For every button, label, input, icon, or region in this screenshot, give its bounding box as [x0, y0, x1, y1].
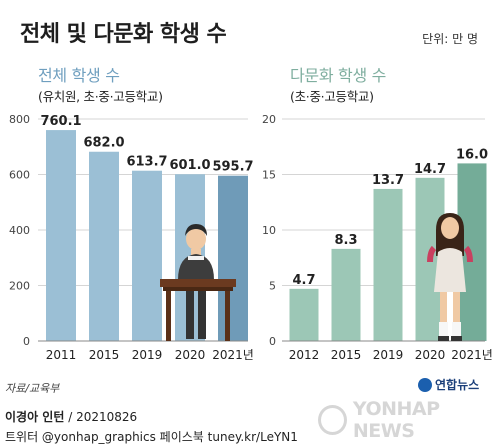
y-tick-label: 15 [262, 169, 276, 182]
chart-title: 전체 및 다문화 학생 수 [20, 22, 227, 47]
y-tick-label: 10 [262, 224, 276, 237]
credit-author: 이경아 인턴 [5, 410, 65, 424]
student-at-desk-illustration [160, 224, 236, 341]
y-tick-label: 800 [9, 113, 30, 126]
value-label: 682.0 [83, 136, 124, 151]
value-label: 601.0 [169, 158, 210, 173]
right-panel-subtitle: (초·중·고등학교) [290, 89, 374, 104]
value-label: 4.7 [292, 273, 315, 288]
source-note: 자료/교육부 [5, 382, 60, 395]
value-label: 16.0 [456, 147, 488, 162]
watermark: YONHAP NEWS [318, 398, 500, 442]
x-category-label: 2021년 [451, 348, 493, 362]
value-label: 14.7 [414, 162, 446, 177]
bar-1-2 [373, 188, 403, 341]
yonhap-logo-icon [418, 377, 432, 392]
x-category-label: 2015 [89, 348, 120, 362]
y-tick-label: 0 [269, 335, 276, 348]
y-tick-label: 600 [9, 169, 30, 182]
watermark-text: YONHAP NEWS [352, 398, 440, 442]
value-label: 760.1 [40, 114, 81, 129]
value-label: 13.7 [372, 173, 404, 188]
yonhap-logo: 연합뉴스 [418, 376, 479, 393]
left-panel-subtitle: (유치원, 초·중·고등학교) [38, 89, 163, 104]
y-tick-label: 0 [23, 335, 30, 348]
yonhap-logo-text: 연합뉴스 [435, 378, 480, 392]
x-category-label: 2011 [46, 348, 77, 362]
value-label: 613.7 [126, 155, 167, 170]
x-category-label: 2021년 [212, 348, 254, 362]
x-category-label: 2015 [331, 348, 362, 362]
bar-1-1 [331, 248, 361, 341]
x-category-label: 2012 [289, 348, 320, 362]
student-girl-illustration [427, 213, 473, 341]
y-tick-label: 200 [9, 280, 30, 293]
y-tick-label: 5 [269, 280, 276, 293]
bar-0-1 [89, 151, 119, 341]
bar-1-0 [289, 288, 319, 341]
unit-label: 단위: 만 명 [422, 32, 478, 46]
right-panel-title: 다문화 학생 수 [290, 66, 387, 85]
left-panel-title: 전체 학생 수 [38, 66, 120, 85]
value-label: 595.7 [212, 160, 253, 175]
credit-date: / 20210826 [64, 410, 138, 424]
credit-line-2: 트위터 @yonhap_graphics 페이스북 tuney.kr/LeYN1 [5, 430, 298, 444]
left-bar-chart: 0 200 400 600 800 760.1 2011 682.0 2015 613.7 2019… [9, 113, 254, 362]
x-category-label: 2020 [415, 348, 446, 362]
bar-0-4 [218, 175, 248, 341]
watermark-icon [318, 405, 347, 435]
y-tick-label: 400 [9, 224, 30, 237]
x-category-label: 2019 [132, 348, 163, 362]
value-label: 8.3 [334, 233, 357, 248]
credit-line-1: 이경아 인턴 / 20210826 [5, 408, 137, 425]
y-tick-label: 20 [262, 113, 276, 126]
x-category-label: 2019 [373, 348, 404, 362]
bar-0-0 [46, 130, 76, 341]
x-category-label: 2020 [175, 348, 206, 362]
bar-0-2 [132, 170, 162, 341]
